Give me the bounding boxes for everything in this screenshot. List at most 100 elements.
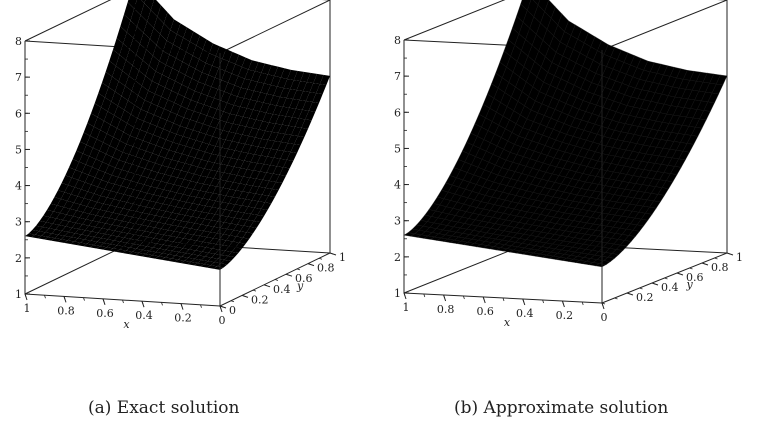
surface-patch xyxy=(284,143,295,153)
surface-patch xyxy=(192,140,203,151)
surface-patch xyxy=(269,95,280,106)
surface-patch xyxy=(195,204,206,212)
surface-patch xyxy=(240,225,251,233)
surface-patch xyxy=(194,262,205,267)
surface-patch xyxy=(151,163,162,173)
surface-patch xyxy=(132,248,143,253)
y-tick-label: 1 xyxy=(339,251,346,264)
surface-patch xyxy=(238,205,249,213)
surface-patch xyxy=(282,97,293,108)
surface-patch xyxy=(250,90,261,102)
surface-patch xyxy=(213,266,224,270)
surface-patch xyxy=(120,109,131,124)
surface-patch xyxy=(92,159,103,170)
surface-patch xyxy=(95,150,106,163)
surface-patch xyxy=(172,58,183,72)
surface-patch xyxy=(60,192,71,201)
surface-patch xyxy=(141,219,152,227)
surface-patch xyxy=(190,234,201,241)
surface-patch xyxy=(209,193,220,201)
surface-patch xyxy=(243,108,254,119)
surface-patch xyxy=(254,61,265,73)
surface-patch xyxy=(227,94,238,106)
surface-patch xyxy=(70,202,81,211)
surface-patch xyxy=(126,20,137,39)
surface-patch xyxy=(156,196,167,204)
surface-patch xyxy=(232,190,243,199)
surface-patch xyxy=(138,158,149,169)
surface-patch xyxy=(161,257,172,261)
surface-patch xyxy=(248,127,259,138)
x-tick-label: 0.6 xyxy=(96,307,114,320)
surface-patch xyxy=(168,258,179,262)
surface-patch xyxy=(56,213,67,220)
surface-patch xyxy=(240,212,251,220)
surface-patch xyxy=(280,88,291,98)
surface-patch xyxy=(250,154,261,164)
surface-patch xyxy=(233,224,244,232)
surface-patch xyxy=(256,111,267,122)
surface-patch xyxy=(127,228,138,235)
surface-patch xyxy=(182,244,193,250)
surface-patch xyxy=(146,38,157,56)
surface-patch xyxy=(118,70,129,87)
surface-patch xyxy=(102,153,113,165)
surface-patch xyxy=(137,235,148,242)
surface-patch xyxy=(129,203,140,212)
surface-patch xyxy=(189,189,200,198)
surface-patch xyxy=(218,245,229,251)
surface-patch xyxy=(185,65,196,79)
surface-patch xyxy=(245,136,256,146)
surface-patch xyxy=(239,116,250,127)
surface-patch xyxy=(278,124,289,134)
surface-patch xyxy=(93,202,104,210)
surface-patch xyxy=(38,235,49,240)
surface-patch xyxy=(290,80,301,91)
surface-patch xyxy=(110,115,121,129)
surface-patch xyxy=(309,83,320,94)
surface-patch xyxy=(169,123,180,135)
surface-patch xyxy=(193,229,204,236)
surface-patch xyxy=(256,92,267,103)
surface-patch xyxy=(114,236,125,242)
surface-patch xyxy=(84,235,95,241)
y-minor-tick xyxy=(274,279,279,281)
surface-patch xyxy=(295,118,306,128)
surface-patch xyxy=(257,208,268,217)
surface-patch xyxy=(107,235,118,241)
surface-patch xyxy=(95,222,106,229)
surface-patch xyxy=(140,241,151,247)
surface-patch xyxy=(43,209,54,218)
z-tick-label: 2 xyxy=(394,251,401,264)
surface-patch xyxy=(137,175,148,185)
surface-patch xyxy=(140,184,151,194)
surface-patch xyxy=(274,66,285,78)
surface-patch xyxy=(83,243,94,248)
x-minor-tick xyxy=(463,295,465,300)
surface-patch xyxy=(135,252,146,257)
surface-patch xyxy=(167,175,178,185)
surface-patch xyxy=(241,78,252,90)
surface-patch xyxy=(116,26,127,44)
surface-patch xyxy=(99,216,110,224)
surface-patch xyxy=(108,175,119,185)
surface-patch xyxy=(63,200,74,209)
surface-patch xyxy=(54,234,65,240)
surface-patch xyxy=(176,186,187,195)
surface-patch xyxy=(144,0,154,10)
surface-patch xyxy=(177,170,188,180)
surface-patch xyxy=(206,185,217,194)
surface-patch xyxy=(143,21,154,39)
surface-patch xyxy=(106,145,117,158)
surface-patch xyxy=(181,253,192,258)
x-tick-label: 0 xyxy=(219,314,226,327)
surface-patch xyxy=(195,150,206,160)
surface-patch xyxy=(154,84,165,97)
surface-patch xyxy=(154,222,165,229)
surface-patch xyxy=(82,164,93,175)
surface-patch xyxy=(65,221,76,228)
surface-patch xyxy=(142,150,153,161)
surface-patch xyxy=(220,222,231,230)
surface-patch xyxy=(165,150,176,160)
surface-patch xyxy=(293,70,304,82)
